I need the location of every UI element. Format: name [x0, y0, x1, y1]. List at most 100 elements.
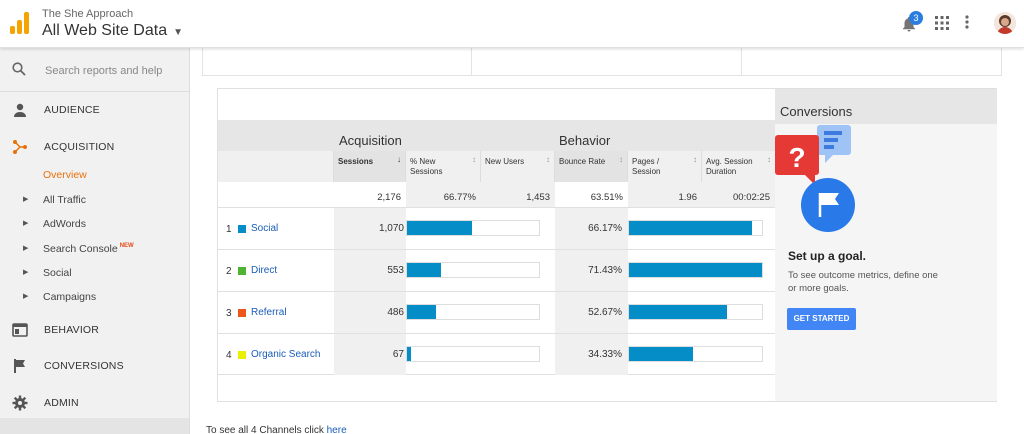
bounce-bar — [629, 263, 762, 277]
sessions-value: 67 — [392, 349, 404, 360]
goal-description: To see outcome metrics, define one or mo… — [788, 270, 938, 294]
sidebar-footer-band — [0, 418, 189, 434]
caret-down-icon: ▼ — [173, 27, 183, 38]
bounce-cell-bg — [555, 292, 628, 333]
column-header-new-sessions[interactable]: % New Sessions ↕ — [406, 151, 481, 182]
top-bar: The She Approach All Web Site Data ▼ 3 — [0, 0, 1024, 48]
subnav-campaigns-label: Campaigns — [43, 291, 97, 303]
channel-swatch — [238, 225, 246, 233]
sessions-value: 553 — [387, 265, 404, 276]
behavior-icon — [12, 323, 28, 337]
group-acquisition-label: Acquisition — [339, 133, 402, 148]
here-link[interactable]: here — [326, 425, 347, 434]
column-header-new-users[interactable]: New Users ↕ — [481, 151, 555, 182]
goal-illustration-icon: ? — [775, 125, 855, 232]
channel-swatch — [238, 351, 246, 359]
total-sessions: 2,176 — [377, 192, 401, 203]
channels-card: Acquisition Behavior Sessions ↓ % New Se… — [217, 88, 997, 402]
bounce-bar — [629, 305, 727, 319]
footnote: To see all 4 Channels click here — [206, 425, 347, 434]
divider — [741, 48, 742, 76]
user-avatar[interactable] — [994, 12, 1016, 34]
channel-link[interactable]: Direct — [251, 265, 278, 276]
search-icon — [12, 62, 26, 76]
sessions-value: 1,070 — [378, 223, 404, 234]
sessions-cell-bg — [334, 292, 406, 333]
nav-conversions[interactable]: CONVERSIONS — [0, 348, 189, 384]
bounce-cell-bg — [555, 250, 628, 291]
footnote-text: To see all 4 Channels click — [206, 425, 324, 434]
nav-audience[interactable]: AUDIENCE — [0, 92, 189, 128]
channel-link[interactable]: Social — [251, 223, 279, 234]
subnav-search-console[interactable]: ▶ Search Console NEW — [0, 237, 189, 261]
nav-behavior[interactable]: BEHAVIOR — [0, 312, 189, 348]
column-header-pages-session[interactable]: Pages / Session ↕ — [628, 151, 702, 182]
group-header-acquisition — [334, 120, 555, 151]
bounce-cell-bg — [555, 334, 628, 375]
column-header-new-users-label: New Users — [485, 157, 525, 166]
channel-link[interactable]: Referral — [251, 307, 287, 318]
acquisition-icon — [13, 140, 27, 154]
bounce-cell-bg — [555, 208, 628, 249]
goal-title: Set up a goal. — [788, 249, 867, 263]
expand-triangle-icon: ▶ — [23, 196, 29, 203]
bounce-bar-track — [628, 220, 763, 236]
sessions-bar-track — [406, 220, 540, 236]
group-header-spacer — [218, 120, 334, 151]
sort-icon: ↕ — [693, 155, 697, 164]
subnav-adwords[interactable]: ▶ AdWords — [0, 212, 189, 236]
row-number: 1 — [226, 224, 232, 235]
subnav-all-traffic[interactable]: ▶ All Traffic — [0, 188, 189, 212]
channel-link[interactable]: Organic Search — [251, 349, 321, 360]
bounce-rate-value: 34.33% — [588, 349, 622, 360]
sessions-cell-bg — [334, 208, 406, 249]
subnav-social[interactable]: ▶ Social — [0, 261, 189, 285]
subnav-adwords-label: AdWords — [43, 218, 86, 230]
total-bounce-rate: 63.51% — [590, 192, 623, 203]
svg-text:?: ? — [788, 142, 805, 173]
more-vert-icon[interactable] — [965, 14, 969, 30]
subnav-campaigns[interactable]: ▶ Campaigns — [0, 285, 189, 309]
sort-icon: ↕ — [619, 155, 623, 164]
expand-triangle-icon: ▶ — [23, 245, 29, 252]
property-name: All Web Site Data — [42, 22, 168, 39]
column-header-new-sessions-label: % New Sessions — [410, 157, 443, 176]
table-row: 2 Direct 553 71.43% — [218, 249, 775, 291]
column-header-sessions[interactable]: Sessions ↓ — [334, 151, 406, 182]
apps-grid-icon[interactable] — [935, 16, 949, 30]
subnav-all-traffic-label: All Traffic — [43, 194, 86, 206]
sessions-bar — [407, 305, 436, 319]
column-header-sessions-label: Sessions — [338, 157, 374, 166]
row-number: 3 — [226, 308, 232, 319]
nav-audience-label: AUDIENCE — [44, 104, 100, 116]
column-header-blank — [218, 151, 334, 182]
subnav-overview[interactable]: Overview — [0, 163, 189, 187]
bounce-rate-value: 52.67% — [588, 307, 622, 318]
column-header-avg-duration[interactable]: Avg. Session Duration ↕ — [702, 151, 775, 182]
sort-icon: ↕ — [546, 155, 550, 164]
channel-swatch — [238, 309, 246, 317]
account-name: The She Approach — [42, 8, 134, 20]
group-behavior-label: Behavior — [559, 133, 611, 148]
total-new-sessions: 66.77% — [406, 182, 481, 207]
conversions-panel: Conversions ? Set up a goal. To see outc… — [775, 89, 997, 401]
search-placeholder: Search reports and help — [45, 65, 163, 77]
property-selector[interactable]: All Web Site Data ▼ — [42, 22, 183, 40]
divider — [471, 48, 472, 76]
gear-icon — [12, 395, 28, 411]
analytics-logo-icon[interactable] — [10, 10, 30, 34]
nav-admin[interactable]: ADMIN — [0, 385, 189, 421]
sessions-bar — [407, 347, 411, 361]
column-header-bounce-rate[interactable]: Bounce Rate ↕ — [555, 151, 628, 182]
subnav-overview-label: Overview — [43, 169, 87, 181]
bounce-bar — [629, 221, 752, 235]
nav-acquisition[interactable]: ACQUISITION — [0, 129, 189, 165]
bounce-bar-track — [628, 262, 763, 278]
search-bar[interactable]: Search reports and help — [0, 48, 189, 92]
search-console-text: Search Console — [43, 243, 118, 255]
get-started-button[interactable]: GET STARTED — [787, 308, 856, 330]
sort-icon: ↕ — [472, 155, 476, 164]
top-card-strip — [202, 48, 1002, 76]
bounce-bar-track — [628, 346, 763, 362]
nav-acquisition-label: ACQUISITION — [44, 141, 115, 153]
